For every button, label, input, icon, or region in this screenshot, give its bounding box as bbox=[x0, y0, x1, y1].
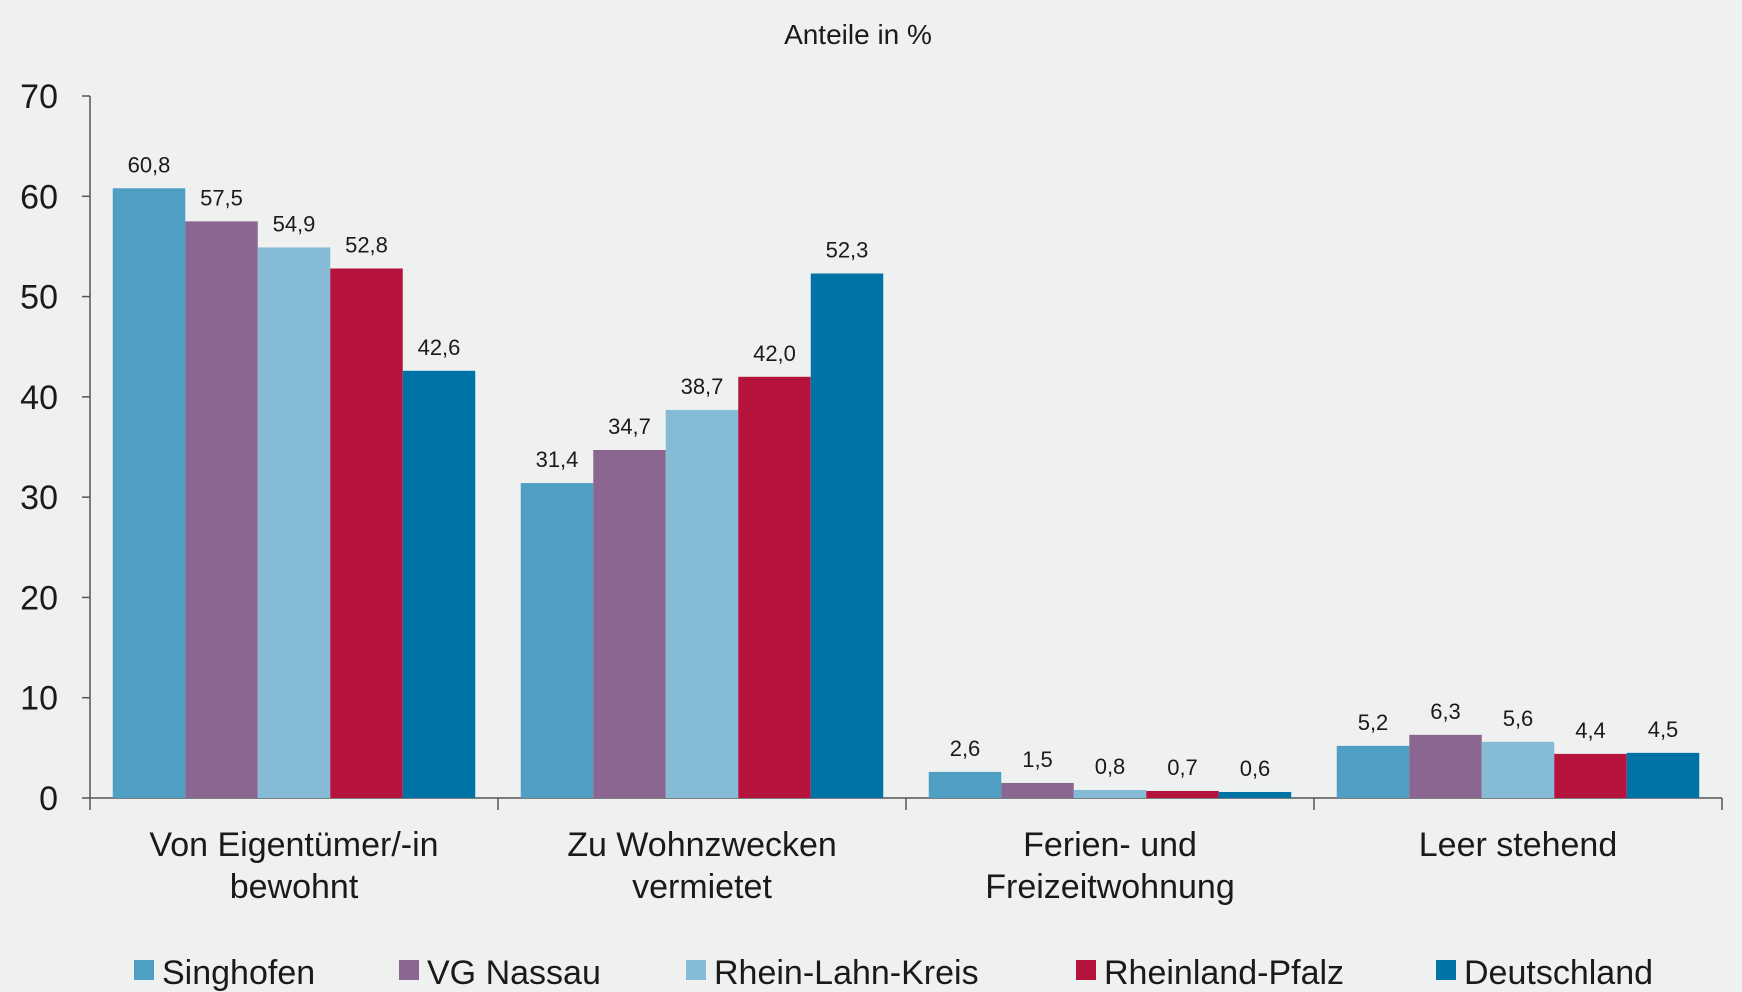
data-label: 5,6 bbox=[1503, 706, 1534, 731]
bar bbox=[1073, 789, 1147, 798]
bar bbox=[1481, 741, 1555, 798]
data-label: 4,4 bbox=[1575, 718, 1606, 743]
data-label: 4,5 bbox=[1648, 717, 1679, 742]
bar bbox=[1001, 782, 1074, 798]
category-label: Von Eigentümer/-in bewohnt bbox=[149, 826, 438, 906]
bar bbox=[112, 188, 186, 798]
data-label: 52,3 bbox=[826, 238, 869, 263]
legend-swatch bbox=[134, 960, 154, 980]
data-label: 6,3 bbox=[1430, 699, 1461, 724]
bars bbox=[112, 188, 1700, 799]
legend-entry: VG Nassau bbox=[427, 954, 601, 992]
y-tick-label: 30 bbox=[20, 479, 58, 517]
data-label: 38,7 bbox=[681, 374, 724, 399]
bar bbox=[665, 409, 739, 798]
data-label: 0,7 bbox=[1167, 755, 1198, 780]
bar bbox=[1218, 791, 1292, 798]
chart-subtitle: Anteile in % bbox=[784, 19, 932, 50]
bar bbox=[402, 370, 476, 798]
bar bbox=[330, 268, 403, 798]
legend-swatch bbox=[1076, 960, 1096, 980]
bar bbox=[1146, 790, 1219, 798]
bar bbox=[185, 221, 258, 798]
category-label: Ferien- und Freizeitwohnung bbox=[985, 826, 1234, 906]
data-label: 42,0 bbox=[753, 341, 796, 366]
data-label: 57,5 bbox=[200, 185, 243, 210]
data-label: 54,9 bbox=[273, 211, 316, 236]
category-labels: Von Eigentümer/-in bewohnt Zu Wohnzwecken v… bbox=[149, 826, 1617, 906]
data-label: 2,6 bbox=[950, 736, 981, 761]
y-tick-label: 20 bbox=[20, 579, 58, 617]
data-label: 0,6 bbox=[1240, 756, 1271, 781]
bar bbox=[928, 771, 1002, 798]
data-label: 5,2 bbox=[1358, 710, 1389, 735]
y-tick-label: 0 bbox=[39, 780, 58, 818]
y-tick-label: 50 bbox=[20, 279, 58, 317]
bar bbox=[810, 273, 884, 798]
bar bbox=[593, 450, 666, 798]
legend-entry: Rheinland-Pfalz bbox=[1104, 954, 1344, 992]
data-label: 34,7 bbox=[608, 414, 651, 439]
bar bbox=[257, 247, 331, 799]
data-label: 0,8 bbox=[1095, 754, 1126, 779]
category-label: Leer stehend bbox=[1419, 826, 1618, 864]
bar bbox=[1336, 745, 1410, 798]
y-tick-label: 60 bbox=[20, 178, 58, 216]
legend-entry: Rhein-Lahn-Kreis bbox=[714, 954, 979, 992]
legend-swatch bbox=[399, 960, 419, 980]
y-tick-label: 40 bbox=[20, 379, 58, 417]
bar bbox=[1554, 753, 1627, 798]
bar bbox=[520, 483, 594, 798]
data-label: 60,8 bbox=[128, 152, 171, 177]
data-label: 1,5 bbox=[1022, 747, 1053, 772]
y-tick-label: 70 bbox=[20, 78, 58, 116]
bar bbox=[738, 376, 811, 798]
bar bbox=[1626, 752, 1700, 798]
legend-swatch bbox=[686, 960, 706, 980]
data-labels: 60,8 31,4 2,6 5,2 57,5 34,7 1,5 6,3 54,9 38,7 0,8 5… bbox=[128, 152, 1679, 781]
data-label: 31,4 bbox=[536, 447, 579, 472]
data-label: 42,6 bbox=[418, 335, 461, 360]
data-label: 52,8 bbox=[345, 232, 388, 257]
legend-swatch bbox=[1436, 960, 1456, 980]
bar bbox=[1409, 734, 1482, 798]
legend: Singhofen VG Nassau Rhein-Lahn-Kreis Rheinl… bbox=[134, 954, 1653, 992]
legend-entry: Singhofen bbox=[162, 954, 315, 992]
y-tick-label: 10 bbox=[20, 680, 58, 718]
legend-entry: Deutschland bbox=[1464, 954, 1653, 992]
category-label: Zu Wohnzwecken vermietet bbox=[567, 826, 837, 906]
